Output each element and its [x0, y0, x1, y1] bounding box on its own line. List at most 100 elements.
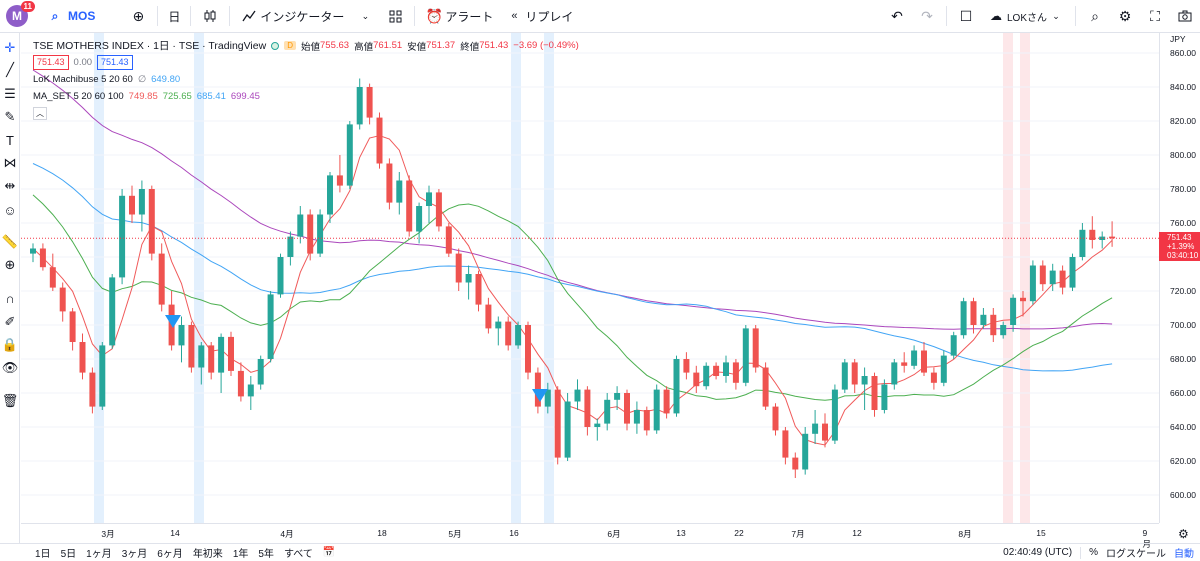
candle-body [119, 195, 126, 278]
candle-body [594, 423, 601, 427]
price-tick: 620.00 [1170, 456, 1196, 466]
zoom-icon[interactable]: ⊕ [4, 257, 16, 272]
ruler-icon[interactable]: 📏 [1, 234, 19, 249]
candle-body [129, 195, 135, 215]
magnet-icon[interactable]: ∩ [5, 290, 15, 306]
range-button[interactable]: 年初来 [192, 549, 223, 560]
log-scale-toggle[interactable]: ログスケール [1106, 549, 1166, 560]
emoji-icon[interactable]: ☺ [3, 202, 17, 218]
sell-button[interactable]: 751.43 [33, 55, 69, 70]
ma20-value: 725.65 [162, 91, 192, 102]
date-range-button[interactable]: 📅 [318, 547, 340, 558]
trash-icon[interactable]: 🗑 [1, 393, 19, 408]
price-chart[interactable] [21, 33, 1159, 523]
candle-body [297, 214, 304, 237]
indicators-icon [240, 7, 258, 25]
candle-body [277, 257, 284, 295]
axis-settings-button[interactable]: ⚙ [1178, 527, 1189, 541]
brush-icon[interactable]: ✎ [4, 109, 16, 124]
lock-drawings-icon[interactable]: ✐ [4, 314, 16, 329]
candle-body [455, 253, 462, 283]
candle-body [218, 336, 225, 373]
range-button[interactable]: 1年 [232, 549, 249, 560]
time-tick: 9月 [1142, 528, 1152, 549]
trend-line-icon[interactable]: ╱ [6, 62, 14, 77]
range-button[interactable]: 3ヶ月 [121, 549, 148, 560]
grid-icon [386, 7, 404, 25]
pattern-icon[interactable]: ⋈ [3, 155, 17, 170]
settings-button[interactable]: ⚙ [1110, 0, 1140, 33]
lock-icon[interactable]: 🔒 [1, 337, 19, 352]
symbol-search-button[interactable]: ⌕ MOS [40, 0, 101, 33]
undo-button[interactable]: ↶ [882, 0, 912, 33]
alert-button[interactable]: ⏰ アラート [419, 0, 499, 33]
candle-body [307, 214, 314, 254]
percent-toggle[interactable]: % [1089, 547, 1098, 558]
clock[interactable]: 02:40:49 (UTC) [1003, 547, 1073, 558]
compare-button[interactable]: ⊕ [123, 0, 153, 33]
eye-icon[interactable]: 👁 [1, 360, 19, 375]
high-value: 761.51 [373, 40, 403, 51]
candle-body [287, 236, 294, 257]
candle-body [237, 370, 244, 397]
interval-label: 日 [168, 9, 181, 24]
candle-body [89, 372, 96, 407]
search-button[interactable]: ⌕ [1080, 0, 1110, 33]
time-axis[interactable]: 3月 14 4月 18 5月 16 6月 13 22 7月 12 8月 15 9月 [21, 523, 1159, 549]
forecast-icon[interactable]: ⇹ [4, 178, 16, 193]
chevron-down-icon: ⌄ [361, 10, 370, 21]
replay-button[interactable]: « リプレイ [499, 0, 579, 33]
current-change: +1.39% [1167, 242, 1195, 252]
indicator-row-machibuse[interactable]: LoK Machibuse 5 20 60 ∅ 649.80 [33, 71, 579, 88]
price-tick: 720.00 [1170, 286, 1196, 296]
collapse-legend-button[interactable]: ︿ [33, 107, 47, 120]
range-button[interactable]: 5日 [60, 549, 77, 560]
candle-body [544, 389, 551, 407]
bottom-toolbar: 1日 5日 1ヶ月 3ヶ月 6ヶ月 年初来 1年 5年 すべて 📅 02:40:49 (UTC)… [0, 543, 1200, 561]
time-tick: 12 [852, 528, 862, 538]
candle-body [921, 350, 927, 373]
text-icon[interactable]: T [6, 132, 14, 148]
auto-scale-toggle[interactable]: 自動 [1174, 549, 1194, 560]
templates-button[interactable] [380, 0, 410, 33]
range-button[interactable]: 5年 [258, 549, 274, 560]
candle-body [940, 355, 947, 383]
snapshot-button[interactable] [1170, 0, 1200, 33]
candle-body [158, 253, 165, 305]
account-label: LOKさん [1006, 12, 1047, 24]
candle-body [970, 301, 977, 325]
candle-body [604, 399, 611, 424]
account-button[interactable]: ☁ LOKさん ⌄ [981, 0, 1071, 33]
crosshair-icon[interactable]: ✛ [4, 40, 16, 55]
high-label: 高値 [354, 41, 374, 53]
range-button[interactable]: 1ヶ月 [86, 549, 112, 560]
lines-icon[interactable]: ☰ [4, 86, 16, 101]
candle-body [633, 410, 640, 424]
range-buttons: 1日 5日 1ヶ月 3ヶ月 6ヶ月 年初来 1年 5年 すべて [30, 545, 318, 560]
buy-button[interactable]: 751.43 [97, 55, 133, 70]
price-axis[interactable]: JPY 860.00 840.00 820.00 800.00 780.00 760.00… [1159, 33, 1200, 523]
redo-button[interactable]: ↷ [912, 0, 942, 33]
candle-body [851, 362, 858, 385]
spread-value: 0.00 [73, 57, 93, 68]
candle-body [109, 277, 116, 346]
range-button[interactable]: 6ヶ月 [157, 549, 183, 560]
layout-select-button[interactable]: ☐ [951, 0, 981, 33]
chart-canvas[interactable] [21, 33, 1159, 523]
chart-type-button[interactable] [195, 0, 225, 33]
candle-body [812, 423, 819, 434]
fullscreen-button[interactable]: ⛶ [1140, 0, 1170, 33]
candle-body [69, 311, 76, 342]
range-button[interactable]: すべて [283, 549, 313, 560]
series-title[interactable]: TSE MOTHERS INDEX · 1日 · TSE · TradingVi… [33, 40, 267, 52]
time-tick: 14 [170, 528, 180, 538]
indicator-row-maset[interactable]: MA_SET 5 20 60 100 749.85 725.65 685.41 … [33, 88, 579, 105]
range-button[interactable]: 1日 [35, 549, 51, 560]
interval-button[interactable]: 日 [162, 0, 186, 33]
layout-dropdown[interactable]: ⌄ [350, 0, 380, 33]
indicators-button[interactable]: インジケーター [234, 0, 350, 33]
candle-body [1109, 236, 1116, 239]
signal-band [194, 33, 204, 523]
price-tick: 760.00 [1170, 218, 1196, 228]
avatar[interactable]: M 11 [6, 1, 35, 27]
